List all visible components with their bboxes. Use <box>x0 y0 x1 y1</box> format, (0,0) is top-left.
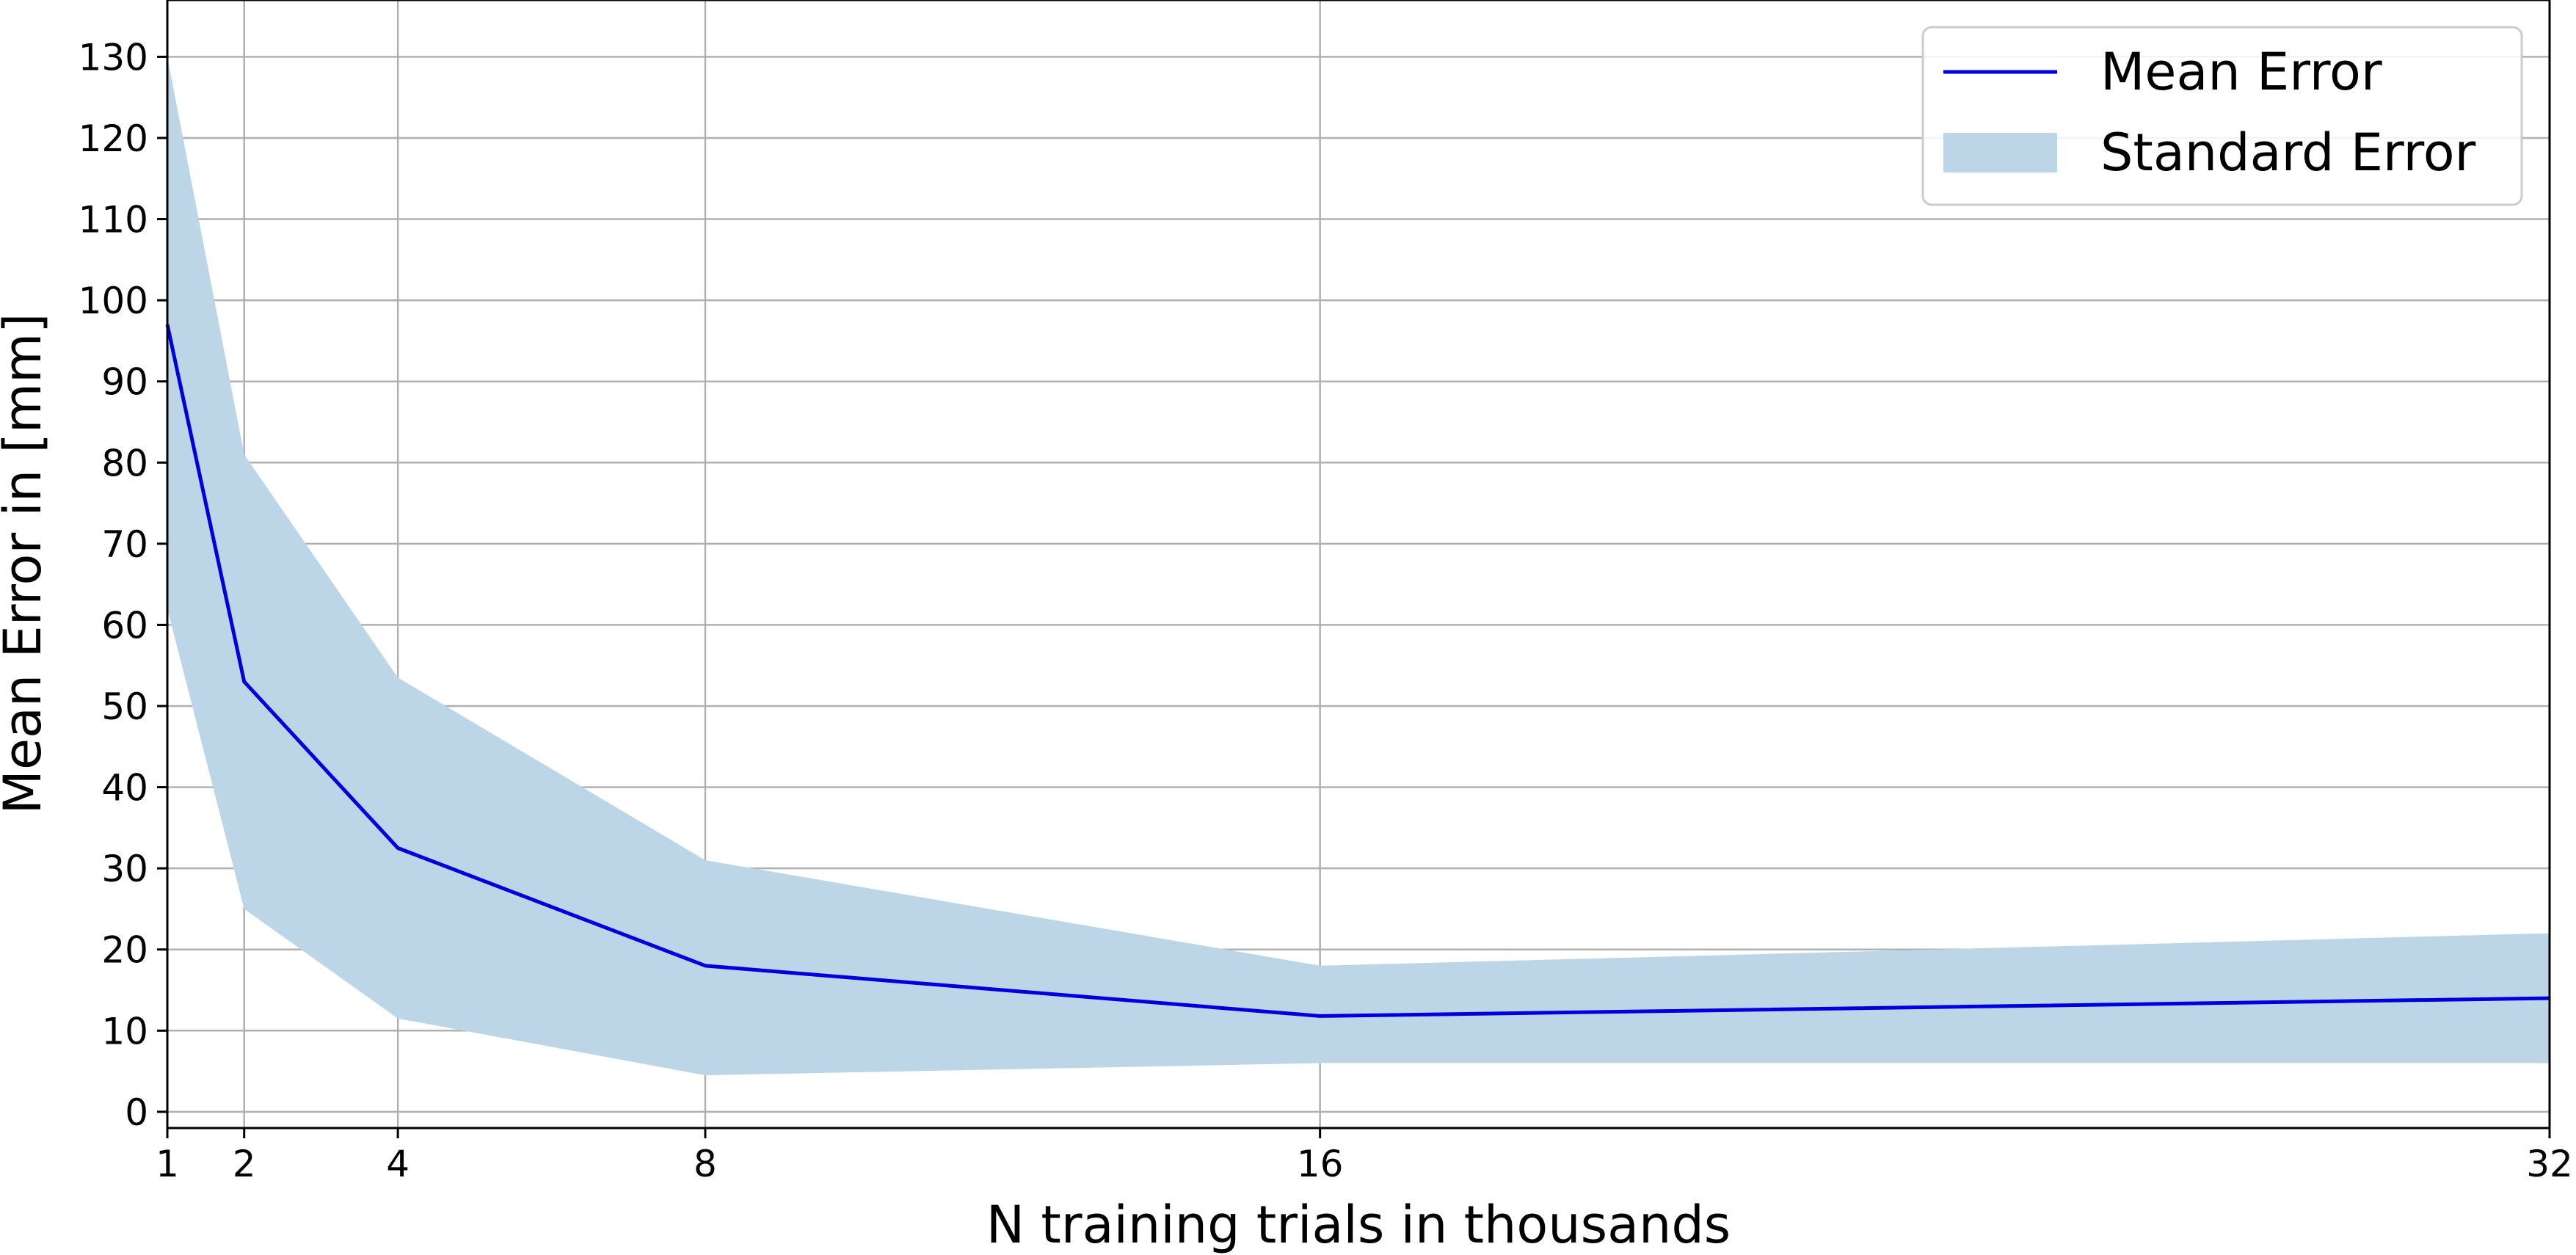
x-axis-ticks: 1 2 4 8 16 32 <box>156 1128 2573 1185</box>
x-tick-label: 1 <box>156 1143 179 1185</box>
y-tick-label: 130 <box>79 36 148 79</box>
y-tick-label: 30 <box>101 848 148 890</box>
y-axis-ticks: 0 10 20 30 40 50 60 70 80 90 100 110 120 130 <box>79 36 167 1134</box>
y-tick-label: 80 <box>101 442 148 484</box>
legend-standard-error-label: Standard Error <box>2100 123 2476 183</box>
legend-standard-error-swatch <box>1943 133 2057 172</box>
y-tick-label: 10 <box>101 1010 148 1052</box>
x-tick-label: 8 <box>694 1143 717 1185</box>
x-tick-label: 4 <box>386 1143 410 1185</box>
x-axis-label: N training trials in thousands <box>986 1195 1731 1255</box>
y-tick-label: 60 <box>101 604 148 647</box>
legend-mean-error-label: Mean Error <box>2100 42 2382 102</box>
y-tick-label: 40 <box>101 767 148 810</box>
x-tick-label: 16 <box>1297 1143 1344 1185</box>
y-tick-label: 100 <box>79 280 148 322</box>
plot-frame <box>166 0 2551 1130</box>
y-tick-label: 70 <box>101 523 148 566</box>
y-tick-label: 50 <box>101 685 148 728</box>
y-tick-label: 20 <box>101 929 148 972</box>
y-tick-label: 0 <box>125 1091 148 1134</box>
x-tick-label: 32 <box>2526 1143 2573 1185</box>
mean-error-line <box>165 324 2550 1018</box>
standard-error-band-layer <box>167 57 2550 1076</box>
legend-box <box>1921 26 2523 206</box>
y-axis-label: Mean Error in [mm] <box>0 313 53 815</box>
y-tick-label: 90 <box>101 361 148 404</box>
y-tick-label: 110 <box>79 199 148 241</box>
y-tick-label: 120 <box>79 117 148 160</box>
mean-error-line-layer <box>165 324 2550 1018</box>
x-tick-label: 2 <box>233 1143 256 1185</box>
standard-error-band <box>167 57 2550 1076</box>
legend: Mean Error Standard Error <box>1921 26 2523 206</box>
